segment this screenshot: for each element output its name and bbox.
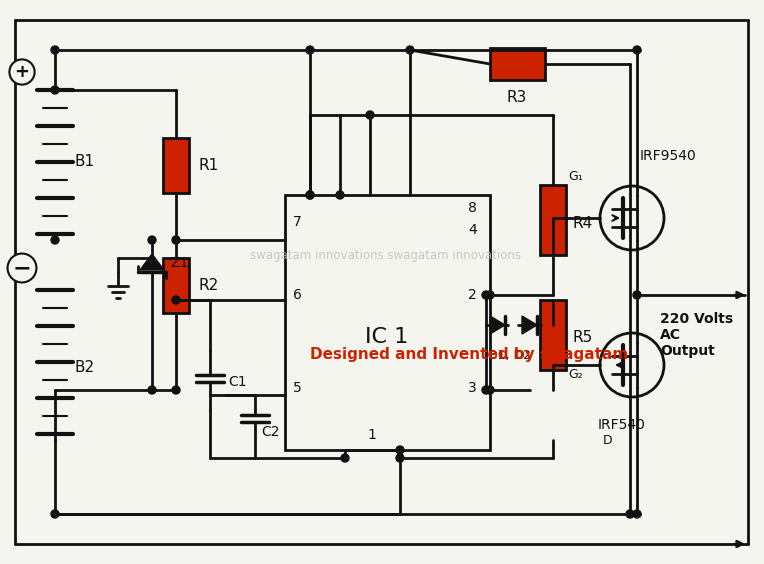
Circle shape	[51, 86, 59, 94]
Circle shape	[406, 46, 414, 54]
Text: B1: B1	[75, 155, 96, 170]
Circle shape	[306, 191, 314, 199]
Text: R4: R4	[572, 215, 592, 231]
Text: swagatam innovations swagatam innovations: swagatam innovations swagatam innovation…	[250, 249, 520, 262]
Circle shape	[336, 191, 344, 199]
Text: −: −	[13, 258, 31, 278]
Text: C2: C2	[261, 425, 280, 439]
Bar	[285, 195, 490, 450]
Circle shape	[633, 291, 641, 299]
Circle shape	[51, 46, 59, 54]
Bar	[163, 138, 189, 193]
Text: R1: R1	[198, 158, 219, 174]
Text: Z1: Z1	[170, 256, 189, 270]
Text: Designed and Invented by swagatam: Designed and Invented by swagatam	[310, 347, 628, 363]
Circle shape	[51, 510, 59, 518]
Text: R5: R5	[572, 331, 592, 346]
Text: 2: 2	[468, 288, 477, 302]
Circle shape	[148, 386, 156, 394]
Circle shape	[306, 191, 314, 199]
Text: +: +	[15, 63, 30, 81]
Text: IC 1: IC 1	[365, 327, 409, 347]
Bar	[163, 258, 189, 313]
Circle shape	[486, 291, 494, 299]
Text: 220 Volts
AC
Output: 220 Volts AC Output	[660, 312, 733, 358]
Text: G₁: G₁	[568, 170, 583, 183]
Text: B2: B2	[75, 360, 96, 376]
Text: R2: R2	[198, 279, 219, 293]
Circle shape	[366, 111, 374, 119]
Bar	[540, 185, 566, 255]
Circle shape	[626, 510, 634, 518]
Circle shape	[306, 46, 314, 54]
Circle shape	[482, 386, 490, 394]
Text: 7: 7	[293, 215, 302, 229]
Text: G₂: G₂	[568, 368, 583, 381]
Circle shape	[486, 386, 494, 394]
Text: C1: C1	[228, 375, 247, 389]
Text: 1: 1	[367, 428, 376, 442]
Circle shape	[172, 296, 180, 304]
Circle shape	[341, 454, 349, 462]
Text: D: D	[604, 434, 613, 447]
Polygon shape	[490, 316, 505, 334]
Text: IRF540: IRF540	[598, 418, 646, 432]
Circle shape	[51, 236, 59, 244]
Text: 8: 8	[468, 201, 477, 215]
Text: 5: 5	[293, 381, 302, 395]
Circle shape	[172, 236, 180, 244]
Polygon shape	[522, 316, 537, 334]
Circle shape	[172, 386, 180, 394]
Text: R3: R3	[507, 90, 527, 105]
Circle shape	[482, 291, 490, 299]
Text: 3: 3	[468, 381, 477, 395]
Text: 6: 6	[293, 288, 302, 302]
Circle shape	[633, 510, 641, 518]
Circle shape	[148, 236, 156, 244]
Circle shape	[396, 446, 404, 454]
Text: IRF9540: IRF9540	[640, 149, 697, 163]
Text: 4: 4	[468, 223, 477, 237]
Bar	[540, 300, 566, 370]
Circle shape	[633, 46, 641, 54]
Bar	[490, 48, 545, 80]
Circle shape	[396, 454, 404, 462]
Text: D1, D2: D1, D2	[488, 349, 532, 362]
Polygon shape	[140, 254, 164, 270]
